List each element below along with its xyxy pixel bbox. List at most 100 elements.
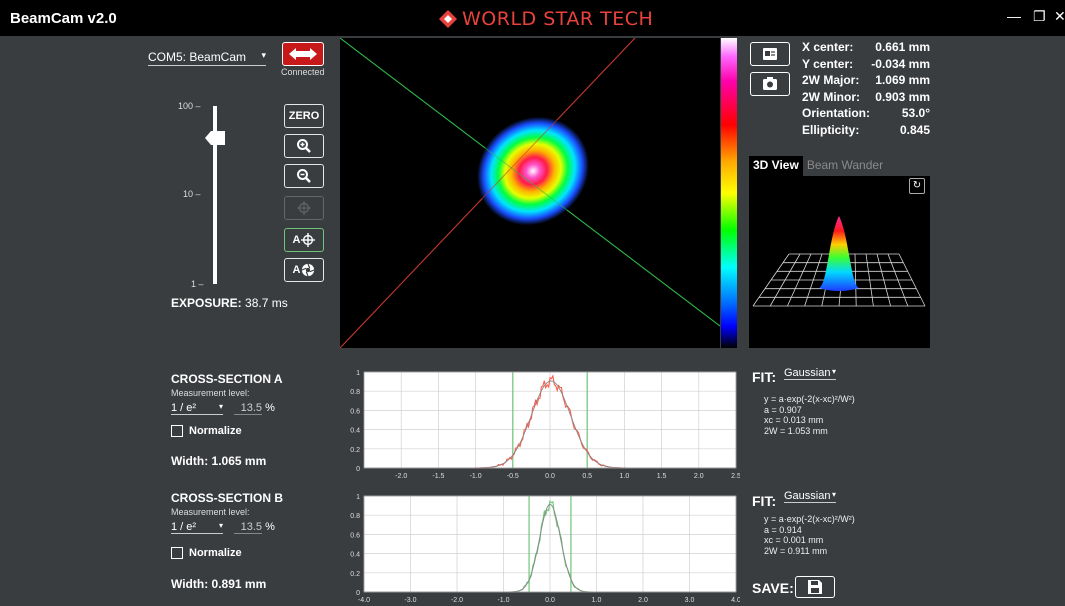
camera-icon <box>763 77 777 90</box>
cross-section-b-level-select[interactable]: 1 / e² ▾ <box>171 521 223 534</box>
cross-section-a-x-tick: -1.5 <box>432 473 444 480</box>
cross-section-a-y-tick: 0.4 <box>350 428 360 435</box>
stat-orientation: Orientation: 53.0° <box>802 106 930 120</box>
exposure-label: EXPOSURE: <box>171 296 242 310</box>
view-tabs: 3D View Beam Wander <box>749 156 888 176</box>
beam-profile-image[interactable] <box>339 37 721 349</box>
stat-ellipticity: Ellipticity: 0.845 <box>802 122 930 137</box>
auto-center-icon: A <box>293 233 316 247</box>
intensity-colorbar <box>721 38 737 348</box>
connection-status: Connected <box>281 67 325 77</box>
3d-view-panel[interactable] <box>749 176 930 348</box>
cross-section-a-x-tick: -1.0 <box>470 473 482 480</box>
cross-section-b-x-tick: -4.0 <box>358 597 370 604</box>
fit-b-label: FIT: <box>752 493 777 509</box>
cross-section-b-normalize[interactable]: Normalize <box>171 547 242 559</box>
cross-section-b-plot[interactable]: 0 0.2 0.4 0.6 0.8 1 -4.0 -3.0 -2.0 -1.0 0.0 1.0 2.0 3… <box>340 488 740 606</box>
chevron-down-icon: ▾ <box>261 50 266 60</box>
exposure-value: 38.7 ms <box>245 296 288 310</box>
exposure-slider-track[interactable] <box>213 106 217 284</box>
cross-section-b-plot-frame <box>363 495 737 593</box>
fit-b-equation: y = a·exp(-2(x-xc)²/W²) <box>764 514 855 524</box>
stat-2w-minor: 2W Minor: 0.903 mm <box>802 89 930 104</box>
cross-section-b-percent-unit: % <box>265 521 275 533</box>
exposure-slider-thumb[interactable] <box>205 131 225 146</box>
zoom-in-icon <box>297 139 311 153</box>
normalize-checkbox-b[interactable] <box>171 547 183 559</box>
cross-section-a-y-tick: 0.8 <box>350 389 360 396</box>
cross-section-a-x-tick: 0.5 <box>582 473 592 480</box>
close-button[interactable]: ✕ <box>1054 8 1065 24</box>
tab-3d-view[interactable]: 3D View <box>749 156 803 176</box>
cross-section-a-x-tick: 1.5 <box>657 473 667 480</box>
chevron-down-icon: ▾ <box>831 490 836 499</box>
cross-section-b-level: 1 / e² ▾ 13.5 % <box>171 521 275 534</box>
beam-profile-svg <box>339 37 721 349</box>
refresh-icon: ↻ <box>912 180 922 191</box>
tab-beam-wander[interactable]: Beam Wander <box>802 156 888 176</box>
cross-section-a-y-tick: 1 <box>356 370 360 377</box>
cross-section-a-y-tick: 0 <box>356 466 360 473</box>
cross-section-b-y-tick: 1 <box>356 494 360 501</box>
cross-section-b-title: CROSS-SECTION B <box>171 491 284 505</box>
port-select-value: COM5: BeamCam <box>148 50 247 64</box>
save-button[interactable] <box>795 576 835 598</box>
fit-b-select[interactable]: Gaussian ▾ <box>784 490 836 503</box>
fit-b-center: xc = 0.001 mm <box>764 535 824 545</box>
app-title: BeamCam v2.0 <box>10 10 117 27</box>
cross-section-b-y-tick: 0.8 <box>350 513 360 520</box>
cross-section-b-x-tick: 4.0 <box>731 597 740 604</box>
brand-name: WORLD STAR TECH <box>462 8 654 30</box>
cross-section-a-plot[interactable]: 0 0.2 0.4 0.6 0.8 1 -2.0 -1.5 -1.0 -0.5 0.0 0.5 1.0 1… <box>340 364 740 482</box>
display-settings-button[interactable] <box>750 42 790 66</box>
auto-center-button[interactable]: A <box>284 228 324 252</box>
fit-a-select[interactable]: Gaussian ▾ <box>784 367 836 380</box>
cross-section-b-x-tick: 1.0 <box>592 597 602 604</box>
cross-section-b-x-tick: -1.0 <box>497 597 509 604</box>
cross-section-a-normalize[interactable]: Normalize <box>171 425 242 437</box>
zoom-in-button[interactable] <box>284 134 324 158</box>
fit-a-center: xc = 0.013 mm <box>764 415 824 425</box>
connect-button[interactable] <box>282 42 324 66</box>
cross-section-b-percent-input[interactable]: 13.5 <box>234 521 263 534</box>
fit-a-width: 2W = 1.053 mm <box>764 425 828 436</box>
crosshair-button[interactable] <box>284 196 324 220</box>
restore-button[interactable]: ❐ <box>1033 8 1046 24</box>
cross-section-a-level-select[interactable]: 1 / e² ▾ <box>171 402 223 415</box>
snapshot-button[interactable] <box>750 72 790 96</box>
cross-section-b-x-tick: -3.0 <box>404 597 416 604</box>
cross-section-a-measurement-label: Measurement level: <box>171 388 250 398</box>
zero-label: ZERO <box>288 110 320 122</box>
floppy-disk-icon <box>808 580 822 594</box>
save-label: SAVE: <box>752 580 794 596</box>
zoom-out-icon <box>297 169 311 183</box>
auto-exposure-icon: A <box>293 263 316 277</box>
brand-diamond-icon <box>439 10 457 28</box>
cross-section-a-percent-input[interactable]: 13.5 <box>234 402 263 415</box>
exposure-readout: EXPOSURE: 38.7 ms <box>171 296 288 310</box>
zero-button[interactable]: ZERO <box>284 104 324 128</box>
reset-view-button[interactable]: ↻ <box>909 178 925 194</box>
cross-section-b-x-tick: 2.0 <box>638 597 648 604</box>
stat-x-center: X center: 0.661 mm <box>802 40 930 54</box>
chevron-down-icon: ▾ <box>218 402 223 411</box>
cross-section-a-title: CROSS-SECTION A <box>171 372 283 386</box>
normalize-label-a: Normalize <box>189 425 242 437</box>
zoom-out-button[interactable] <box>284 164 324 188</box>
fit-a-equation: y = a·exp(-2(x-xc)²/W²) <box>764 394 855 404</box>
cross-section-a-y-tick: 0.2 <box>350 447 360 454</box>
minimize-button[interactable]: — <box>1007 8 1021 24</box>
cross-section-b-measurement-label: Measurement level: <box>171 507 250 517</box>
auto-exposure-button[interactable]: A <box>284 258 324 282</box>
normalize-checkbox-a[interactable] <box>171 425 183 437</box>
normalize-label-b: Normalize <box>189 547 242 559</box>
cross-section-b-y-tick: 0.6 <box>350 532 360 539</box>
port-select[interactable]: COM5: BeamCam ▾ <box>148 50 266 66</box>
fit-b-select-value: Gaussian <box>784 490 831 502</box>
cross-section-a-x-tick: 1.0 <box>620 473 630 480</box>
fit-b-width: 2W = 0.911 mm <box>764 545 828 556</box>
cross-section-a-x-tick: 2.0 <box>694 473 704 480</box>
exposure-tick-100: 100 – <box>178 101 201 111</box>
beam-statistics: X center: 0.661 mm Y center: -0.034 mm 2W … <box>802 39 932 138</box>
stat-y-center: Y center: -0.034 mm <box>802 56 930 71</box>
